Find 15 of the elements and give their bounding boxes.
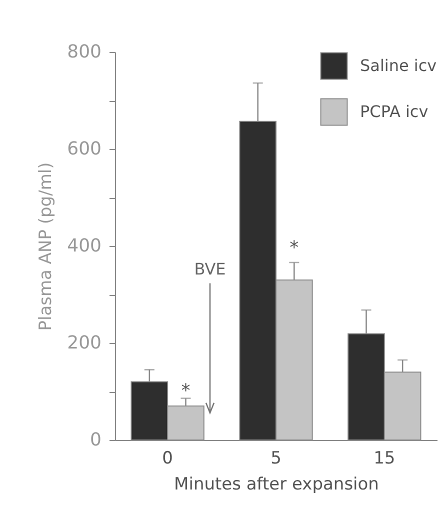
x-tick-label: 0 xyxy=(162,448,173,468)
annotation: * xyxy=(290,237,299,258)
annotation: BVE xyxy=(194,259,226,278)
annotation: * xyxy=(181,380,190,402)
x-axis-title: Minutes after expansion xyxy=(174,474,379,494)
legend-label: Saline icv xyxy=(360,56,437,75)
y-tick-label: 600 xyxy=(67,138,102,160)
y-tick-label: 400 xyxy=(67,236,102,256)
y-tick-label: 0 xyxy=(90,430,102,450)
y-tick-label: 800 xyxy=(67,42,102,62)
y-axis-title: Plasma ANP (pg/ml) xyxy=(36,162,56,331)
x-tick-label: 15 xyxy=(374,448,396,468)
x-tick-label: 5 xyxy=(270,448,282,468)
y-tick-label: 200 xyxy=(67,332,102,354)
legend-label: PCPA icv xyxy=(360,102,428,121)
